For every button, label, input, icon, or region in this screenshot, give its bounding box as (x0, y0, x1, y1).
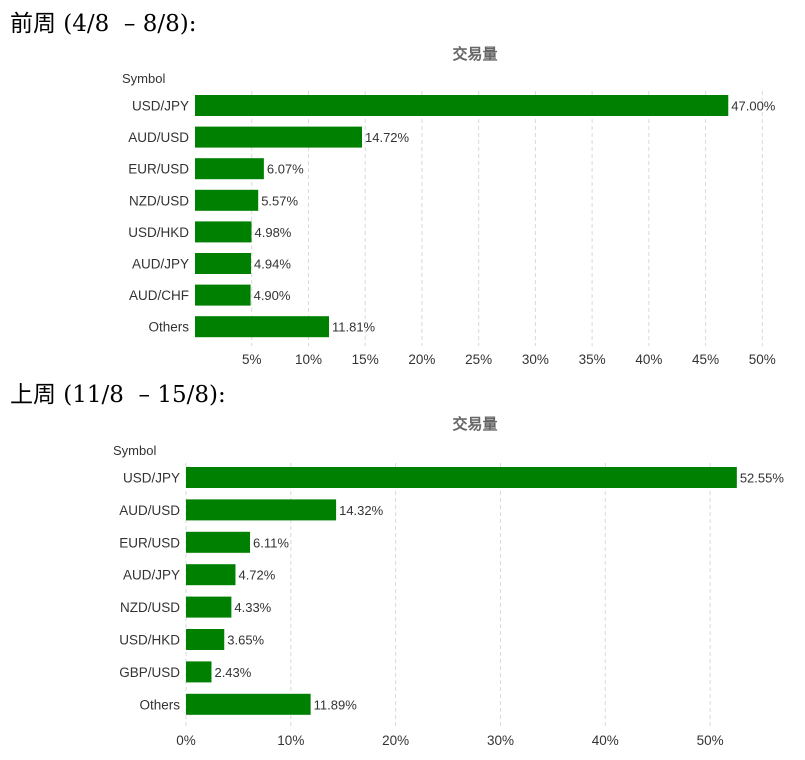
bar (195, 316, 329, 338)
x-tick-label: 10% (277, 733, 304, 748)
data-label: 3.65% (227, 633, 264, 648)
bar (186, 693, 311, 715)
category-label: AUD/CHF (129, 288, 189, 303)
category-label: GBP/USD (119, 665, 180, 680)
bar (186, 596, 232, 618)
x-tick-label: 30% (522, 352, 549, 367)
data-label: 5.57% (261, 193, 298, 208)
data-label: 6.07% (267, 162, 304, 177)
bar (195, 158, 264, 180)
data-label: 2.43% (214, 665, 251, 680)
y-axis-title: Symbol (122, 71, 165, 86)
chart-title: 交易量 (452, 415, 497, 433)
bar (195, 221, 252, 243)
data-label: 52.55% (740, 471, 785, 486)
category-label: NZD/USD (129, 193, 189, 208)
data-label: 11.89% (314, 697, 358, 712)
week-2-heading: 上周 (11/8 – 15/8): (10, 382, 226, 408)
data-label: 47.00% (731, 99, 776, 114)
category-label: USD/JPY (132, 99, 189, 114)
week-1-volume-chart: 交易量 Symbol 5% 10% 15% 20% 25% 30% 35% 40% 45% 50% US… (122, 45, 776, 367)
category-label: AUD/USD (119, 503, 180, 518)
bar (195, 95, 729, 116)
data-label: 4.90% (254, 288, 291, 303)
x-tick-label: 40% (592, 733, 619, 748)
category-label: USD/HKD (119, 633, 180, 648)
bar (195, 284, 251, 306)
week-2-volume-chart: 交易量 Symbol 0% 10% 20% 30% 40% 50% USD/JPY 52.55% A… (113, 415, 785, 748)
category-label: AUD/JPY (123, 568, 180, 583)
category-label: AUD/JPY (132, 257, 189, 272)
data-label: 4.72% (238, 568, 275, 583)
data-label: 6.11% (253, 535, 289, 550)
category-label: USD/JPY (123, 471, 180, 486)
data-label: 4.98% (255, 225, 292, 240)
bar (186, 564, 236, 586)
bar (186, 629, 225, 650)
x-tick-label: 50% (749, 352, 776, 367)
data-label: 14.32% (339, 503, 384, 518)
bar (195, 253, 252, 274)
data-label: 4.33% (234, 600, 271, 615)
x-tick-label: 35% (579, 352, 606, 367)
x-tick-label: 40% (635, 352, 662, 367)
x-tick-label: 25% (465, 352, 492, 367)
bar (186, 467, 737, 488)
bar (195, 189, 259, 211)
bar (195, 126, 363, 148)
category-label: EUR/USD (128, 162, 189, 177)
category-label: Others (148, 320, 189, 335)
x-tick-label: 20% (382, 733, 409, 748)
bar (186, 531, 251, 553)
category-label: AUD/USD (128, 130, 189, 145)
x-tick-label: 15% (352, 352, 379, 367)
data-label: 14.72% (365, 130, 410, 145)
x-tick-label: 20% (408, 352, 435, 367)
category-label: EUR/USD (119, 535, 180, 550)
x-tick-label: 0% (176, 733, 196, 748)
category-label: USD/HKD (128, 225, 189, 240)
y-axis-title: Symbol (113, 443, 156, 458)
x-tick-label: 50% (697, 733, 724, 748)
bar (186, 499, 337, 521)
bar (186, 661, 212, 683)
chart-title: 交易量 (452, 45, 497, 63)
data-label: 4.94% (254, 257, 291, 272)
category-label: NZD/USD (120, 600, 180, 615)
x-tick-label: 30% (487, 733, 514, 748)
x-tick-label: 45% (692, 352, 719, 367)
week-1-heading: 前周 (4/8 – 8/8): (10, 11, 197, 37)
data-label: 11.81% (332, 320, 376, 335)
x-tick-label: 5% (242, 352, 262, 367)
category-label: Others (139, 697, 180, 712)
x-tick-label: 10% (295, 352, 322, 367)
